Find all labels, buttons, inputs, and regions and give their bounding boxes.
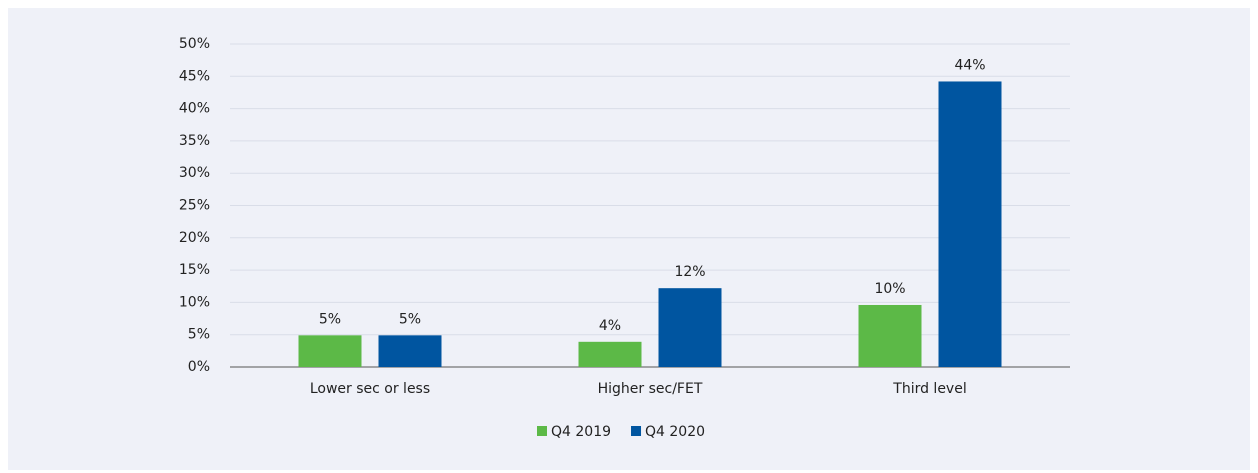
y-tick-label: 25% [179, 198, 210, 214]
x-tick-label: Third level [892, 381, 966, 397]
y-tick-label: 15% [179, 262, 210, 278]
bar [578, 341, 642, 367]
bar [938, 81, 1002, 367]
x-tick-label: Lower sec or less [310, 381, 430, 397]
y-tick-label: 40% [179, 101, 210, 117]
chart-panel [8, 8, 1250, 470]
legend-label: Q4 2019 [551, 424, 611, 440]
bar [658, 288, 722, 367]
bar [298, 335, 362, 367]
data-label: 44% [954, 57, 985, 73]
y-tick-label: 30% [179, 165, 210, 181]
bar [858, 304, 922, 367]
data-label: 5% [399, 311, 421, 327]
y-tick-label: 5% [188, 327, 210, 343]
data-label: 4% [599, 318, 621, 334]
bar [378, 335, 442, 367]
legend-swatch [537, 426, 547, 436]
legend-label: Q4 2020 [645, 424, 705, 440]
y-tick-label: 50% [179, 36, 210, 52]
y-tick-label: 10% [179, 294, 210, 310]
data-label: 10% [874, 281, 905, 297]
data-label: 12% [674, 264, 705, 280]
data-label: 5% [319, 311, 341, 327]
y-tick-label: 0% [188, 359, 210, 375]
x-tick-label: Higher sec/FET [598, 381, 703, 397]
y-tick-label: 45% [179, 68, 210, 84]
y-tick-label: 35% [179, 133, 210, 149]
y-tick-label: 20% [179, 230, 210, 246]
legend-swatch [631, 426, 642, 436]
